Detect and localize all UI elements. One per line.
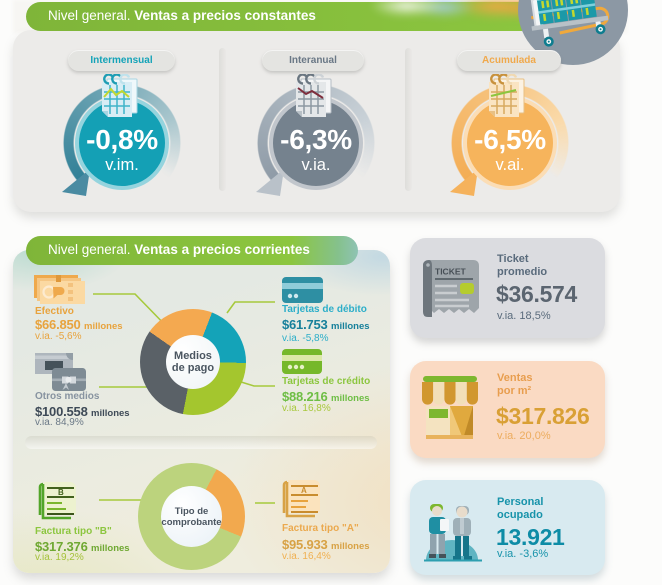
svg-text:TICKET: TICKET — [435, 267, 467, 277]
svg-text:A: A — [301, 486, 307, 495]
svg-text:B: B — [58, 488, 64, 497]
